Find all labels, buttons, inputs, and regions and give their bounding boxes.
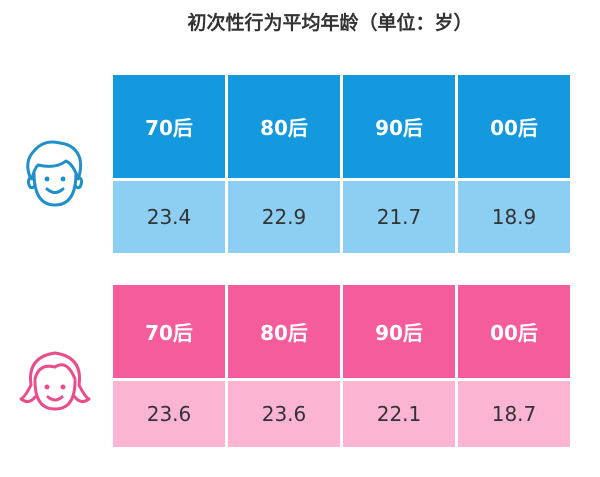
value-cell: 18.7 <box>458 381 570 447</box>
female-table: 70后 80后 90后 00后 23.6 23.6 22.1 18.7 <box>113 285 570 447</box>
header-cell: 90后 <box>343 285 455 378</box>
header-cell: 80后 <box>228 75 340 178</box>
header-cell: 00后 <box>458 75 570 178</box>
header-cell: 90后 <box>343 75 455 178</box>
value-cell: 23.6 <box>113 381 225 447</box>
male-icon <box>26 140 84 207</box>
header-cell: 80后 <box>228 285 340 378</box>
male-table: 70后 80后 90后 00后 23.4 22.9 21.7 18.9 <box>113 75 570 253</box>
title: 初次性行为平均年龄（单位：岁） <box>187 12 473 34</box>
value-cell: 22.9 <box>228 181 340 253</box>
value-cell: 23.6 <box>228 381 340 447</box>
header-cell: 70后 <box>113 75 225 178</box>
value-cell: 23.4 <box>113 181 225 253</box>
value-cell: 21.7 <box>343 181 455 253</box>
header-cell: 00后 <box>458 285 570 378</box>
value-cell: 22.1 <box>343 381 455 447</box>
header-cell: 70后 <box>113 285 225 378</box>
value-cell: 18.9 <box>458 181 570 253</box>
female-icon <box>19 351 91 411</box>
